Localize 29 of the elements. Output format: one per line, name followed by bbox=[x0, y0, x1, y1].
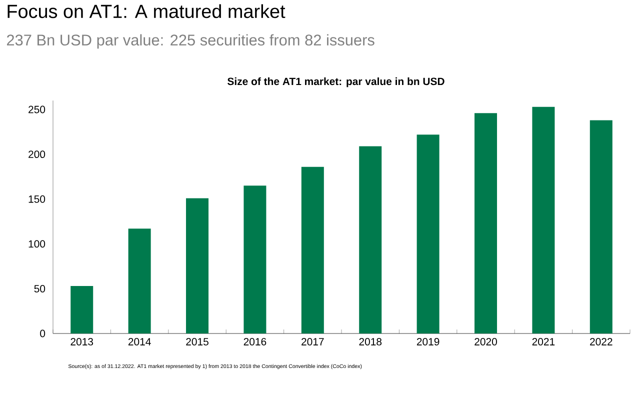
x-tick-label: 2022 bbox=[590, 338, 612, 346]
bar bbox=[416, 134, 440, 334]
bar bbox=[590, 120, 612, 334]
y-tick-label: 50 bbox=[34, 285, 46, 292]
chart-title: Focus on AT1: A matured market bbox=[8, 4, 286, 18]
x-tick-label: 2017 bbox=[302, 338, 324, 346]
text: Size of the AT1 market: par value in bn USD bbox=[228, 77, 444, 88]
x-tick-label: 2014 bbox=[128, 338, 151, 346]
x-tick-label: 2019 bbox=[416, 338, 440, 346]
x-tick-label: 2016 bbox=[244, 338, 266, 346]
y-tick-label: 250 bbox=[28, 106, 46, 114]
y-tick-label: 200 bbox=[28, 150, 46, 158]
bar bbox=[128, 228, 151, 334]
bar bbox=[359, 146, 382, 334]
bar bbox=[70, 286, 94, 334]
bar bbox=[186, 198, 209, 334]
bar bbox=[532, 106, 555, 334]
x-tick-label: 2021 bbox=[532, 338, 555, 346]
x-tick-label: 2018 bbox=[359, 338, 382, 346]
x-tick-label: 2013 bbox=[70, 338, 94, 346]
y-tick-label: 100 bbox=[28, 240, 46, 248]
chart-subtitle: 237 Bn USD par value: 225 securities from 82 issuers bbox=[6, 34, 374, 49]
bar bbox=[244, 186, 266, 334]
y-tick-label: 150 bbox=[28, 195, 46, 203]
bar bbox=[301, 166, 324, 334]
y-tick-label: 0 bbox=[40, 330, 46, 338]
x-tick-label: 2020 bbox=[474, 338, 497, 346]
bar bbox=[474, 113, 498, 334]
x-tick-label: 2015 bbox=[186, 338, 208, 346]
